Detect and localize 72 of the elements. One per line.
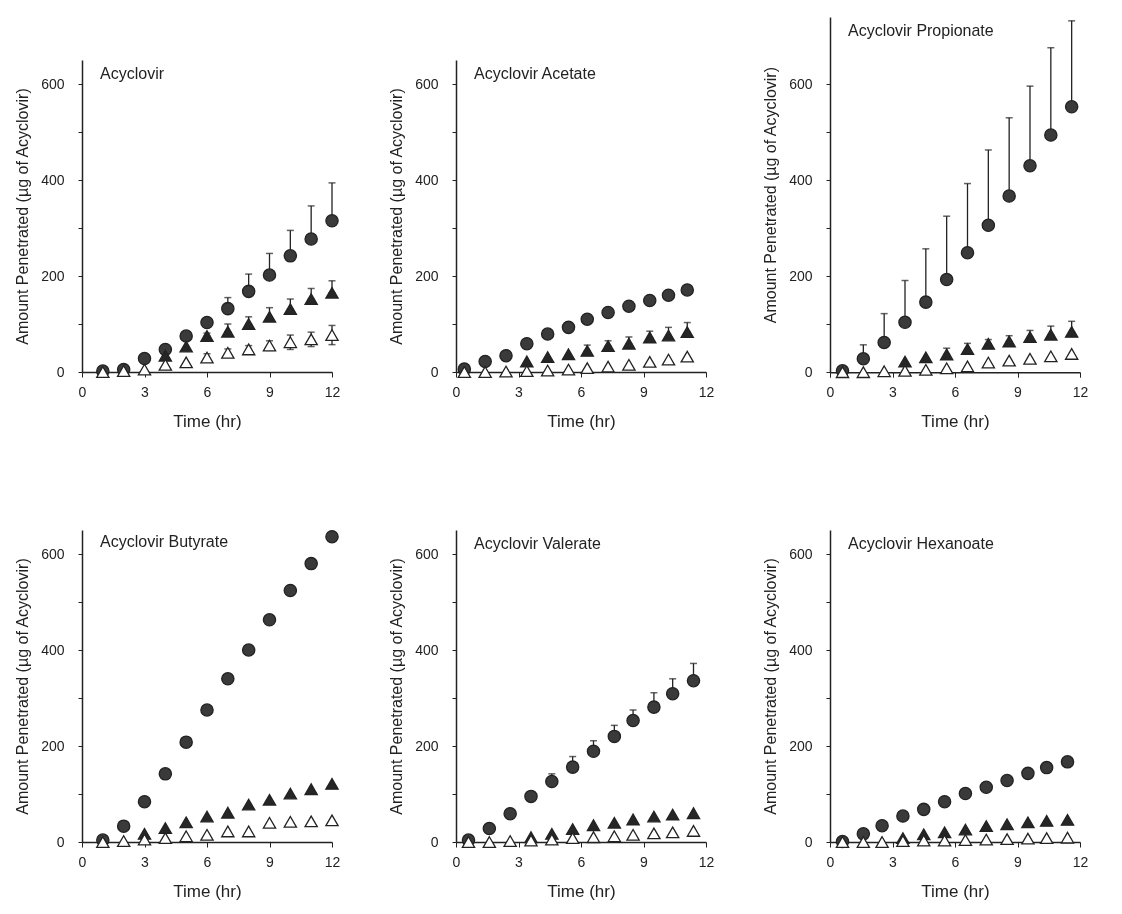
y-tick-label: 0 xyxy=(804,363,813,380)
chart-title: Acyclovir Butyrate xyxy=(100,533,229,550)
x-tick-label: 12 xyxy=(1072,853,1089,870)
x-tick-label: 6 xyxy=(951,853,960,870)
x-tick-label: 9 xyxy=(266,383,275,400)
x-tick-label: 12 xyxy=(698,383,715,400)
x-axis-title: Time (hr) xyxy=(547,411,616,431)
x-tick-label: 0 xyxy=(826,383,835,400)
y-tick-label: 600 xyxy=(415,75,439,92)
y-axis-title: Amount Penetrated (µg of Acyclovir) xyxy=(14,88,32,345)
y-axis-title: Amount Penetrated (µg of Acyclovir) xyxy=(388,88,406,345)
y-tick-label: 600 xyxy=(415,545,439,562)
y-tick-label: 0 xyxy=(56,833,65,850)
y-tick-label: 0 xyxy=(56,363,65,380)
y-axis-title: Amount Penetrated (µg of Acyclovir) xyxy=(388,558,406,815)
y-tick-label: 0 xyxy=(430,833,439,850)
x-tick-label: 12 xyxy=(324,383,341,400)
y-tick-label: 200 xyxy=(41,737,65,754)
y-tick-label: 600 xyxy=(789,545,813,562)
y-axis-title: Amount Penetrated (µg of Acyclovir) xyxy=(14,558,32,815)
x-axis-title: Time (hr) xyxy=(173,881,242,901)
y-tick-label: 0 xyxy=(804,833,813,850)
x-tick-label: 9 xyxy=(266,853,275,870)
x-tick-label: 12 xyxy=(1072,383,1089,400)
y-tick-label: 400 xyxy=(789,171,813,188)
y-tick-label: 400 xyxy=(41,171,65,188)
x-tick-label: 3 xyxy=(889,383,898,400)
y-tick-label: 600 xyxy=(41,545,65,562)
x-axis-title: Time (hr) xyxy=(547,881,616,901)
y-tick-label: 0 xyxy=(430,363,439,380)
y-tick-label: 400 xyxy=(415,641,439,658)
y-tick-label: 200 xyxy=(789,267,813,284)
x-tick-label: 9 xyxy=(1014,853,1023,870)
x-tick-label: 9 xyxy=(1014,383,1023,400)
y-tick-label: 400 xyxy=(789,641,813,658)
x-tick-label: 0 xyxy=(826,853,835,870)
x-tick-label: 12 xyxy=(698,853,715,870)
y-tick-label: 400 xyxy=(415,171,439,188)
x-tick-label: 3 xyxy=(515,383,524,400)
x-tick-label: 3 xyxy=(515,853,524,870)
y-tick-label: 400 xyxy=(41,641,65,658)
x-tick-label: 6 xyxy=(203,853,212,870)
y-tick-label: 200 xyxy=(41,267,65,284)
chart-title: Acyclovir Propionate xyxy=(848,21,994,39)
x-tick-label: 3 xyxy=(141,853,150,870)
chart-title: Acyclovir Valerate xyxy=(474,535,601,552)
x-tick-label: 6 xyxy=(951,383,960,400)
y-tick-label: 200 xyxy=(415,737,439,754)
x-axis-title: Time (hr) xyxy=(173,411,242,431)
y-tick-label: 600 xyxy=(41,75,65,92)
y-tick-label: 200 xyxy=(415,267,439,284)
y-axis-title: Amount Penetrated (µg of Acyclovir) xyxy=(762,66,780,323)
x-tick-label: 0 xyxy=(452,853,461,870)
y-tick-label: 600 xyxy=(789,75,813,92)
x-tick-label: 9 xyxy=(640,383,649,400)
x-axis-title: Time (hr) xyxy=(921,411,990,431)
x-tick-label: 0 xyxy=(78,853,87,870)
y-tick-label: 200 xyxy=(789,737,813,754)
chart-title: Acyclovir Hexanoate xyxy=(848,535,994,552)
x-tick-label: 12 xyxy=(324,853,341,870)
y-axis-title: Amount Penetrated (µg of Acyclovir) xyxy=(762,558,780,815)
x-tick-label: 0 xyxy=(78,383,87,400)
chart-title: Acyclovir xyxy=(100,65,165,82)
x-tick-label: 0 xyxy=(452,383,461,400)
x-tick-label: 9 xyxy=(640,853,649,870)
x-axis-title: Time (hr) xyxy=(921,881,990,901)
x-tick-label: 3 xyxy=(141,383,150,400)
chart-title: Acyclovir Acetate xyxy=(474,65,596,82)
x-tick-label: 6 xyxy=(203,383,212,400)
x-tick-label: 3 xyxy=(889,853,898,870)
x-tick-label: 6 xyxy=(577,383,586,400)
x-tick-label: 6 xyxy=(577,853,586,870)
